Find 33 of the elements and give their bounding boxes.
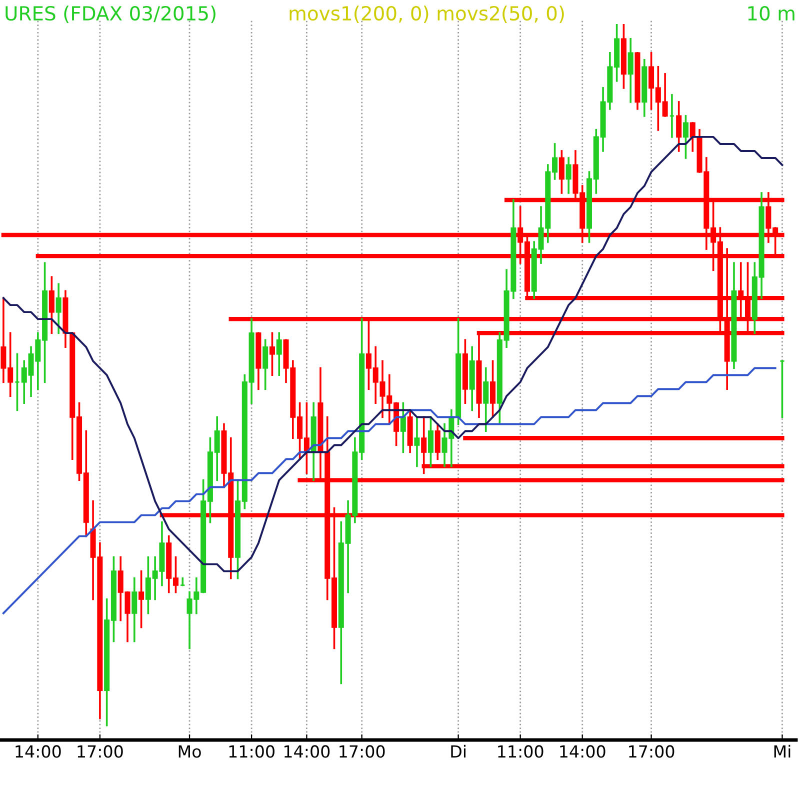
chart-subtitle: movs1(200, 0) movs2(50, 0) — [290, 6, 564, 23]
candlestick — [400, 402, 406, 454]
x-tick-label: Mo — [178, 745, 201, 758]
candlestick — [48, 276, 54, 334]
candlestick — [262, 339, 268, 390]
candlestick — [56, 283, 62, 334]
candlestick — [682, 115, 688, 159]
candlestick — [434, 423, 440, 460]
text: 10 m — [748, 6, 794, 21]
candlestick — [628, 38, 634, 103]
candlestick — [428, 416, 434, 468]
x-tick-label: 11:00 — [498, 745, 544, 758]
candlestick — [138, 570, 144, 628]
x-tick-label: 14:00 — [284, 745, 330, 758]
candlestick — [483, 367, 489, 432]
candlestick — [276, 332, 282, 376]
x-tick-label: 17:00 — [340, 745, 385, 758]
x-tick-label: 11:00 — [229, 745, 274, 758]
candlestick — [558, 150, 564, 194]
candlestick — [414, 416, 420, 468]
candlestick — [490, 360, 496, 418]
x-tick-label: Di — [451, 744, 466, 758]
candlestick — [690, 122, 696, 152]
chart-title: URES (FDAX 03/2015) — [6, 6, 216, 23]
candlestick — [676, 101, 682, 152]
x-tick-label: 17:00 — [78, 745, 123, 758]
x-tick-label: 14:00 — [16, 745, 61, 758]
x-tick-label: 14:00 — [560, 745, 606, 758]
x-tick-label: Mi — [774, 744, 790, 758]
candlestick — [566, 157, 572, 194]
candlestick — [132, 577, 138, 642]
x-tick-label: 17:00 — [629, 745, 674, 758]
candlestick — [269, 332, 275, 376]
